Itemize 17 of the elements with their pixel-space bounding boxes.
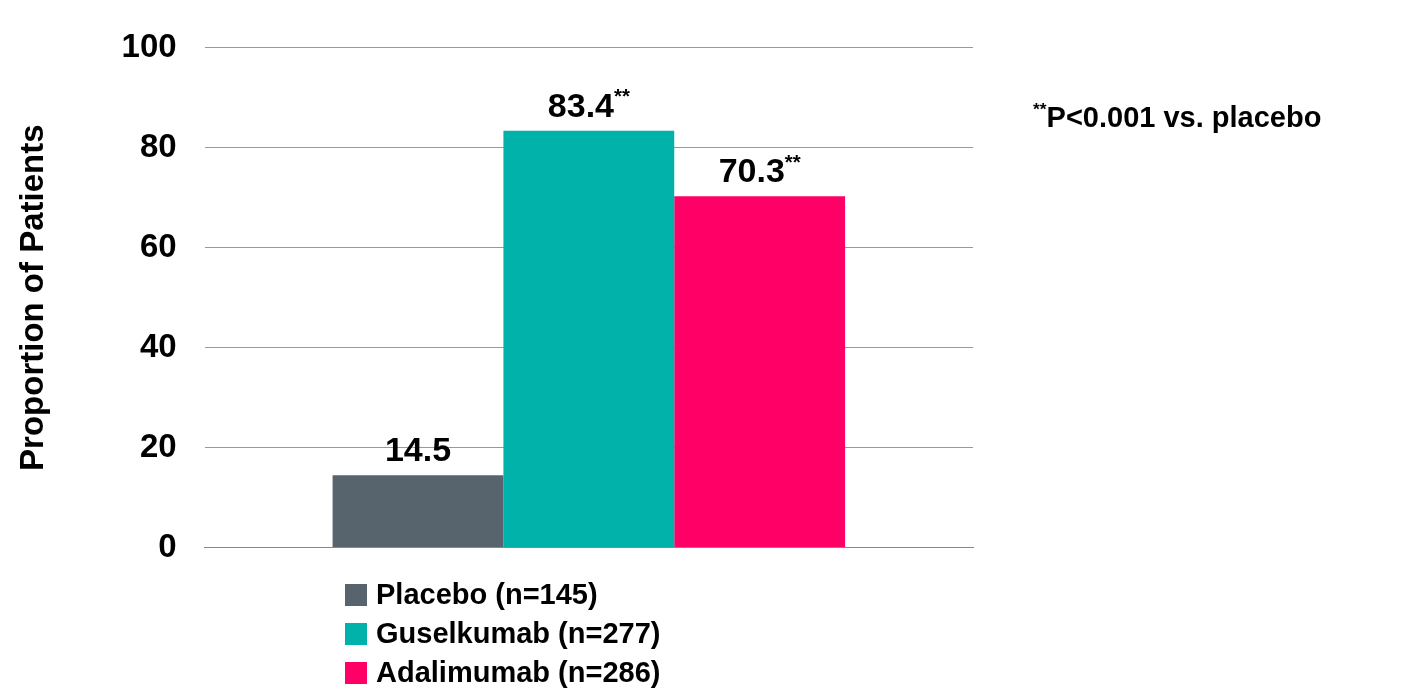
legend-label: Adalimumab (n=286) bbox=[376, 656, 661, 689]
data-label: 83.4** bbox=[547, 85, 630, 124]
y-tick-label: 80 bbox=[139, 126, 177, 164]
y-tick-label: 0 bbox=[158, 526, 177, 564]
y-axis-title: Proportion of Patients bbox=[12, 124, 50, 471]
y-tick-label: 100 bbox=[121, 26, 177, 64]
data-label: 70.3** bbox=[718, 150, 801, 190]
bar bbox=[332, 475, 504, 548]
data-label: 14.5 bbox=[384, 430, 452, 469]
bar bbox=[503, 130, 675, 548]
y-tick-label: 20 bbox=[139, 426, 177, 464]
bar bbox=[674, 196, 846, 548]
legend-label: Guselkumab (n=277) bbox=[376, 617, 661, 650]
text: **P<0.001 vs. placebo bbox=[1033, 99, 1322, 133]
y-tick-label: 60 bbox=[139, 226, 177, 264]
y-tick-label: 40 bbox=[139, 326, 177, 364]
legend-label: Placebo (n=145) bbox=[376, 578, 598, 611]
